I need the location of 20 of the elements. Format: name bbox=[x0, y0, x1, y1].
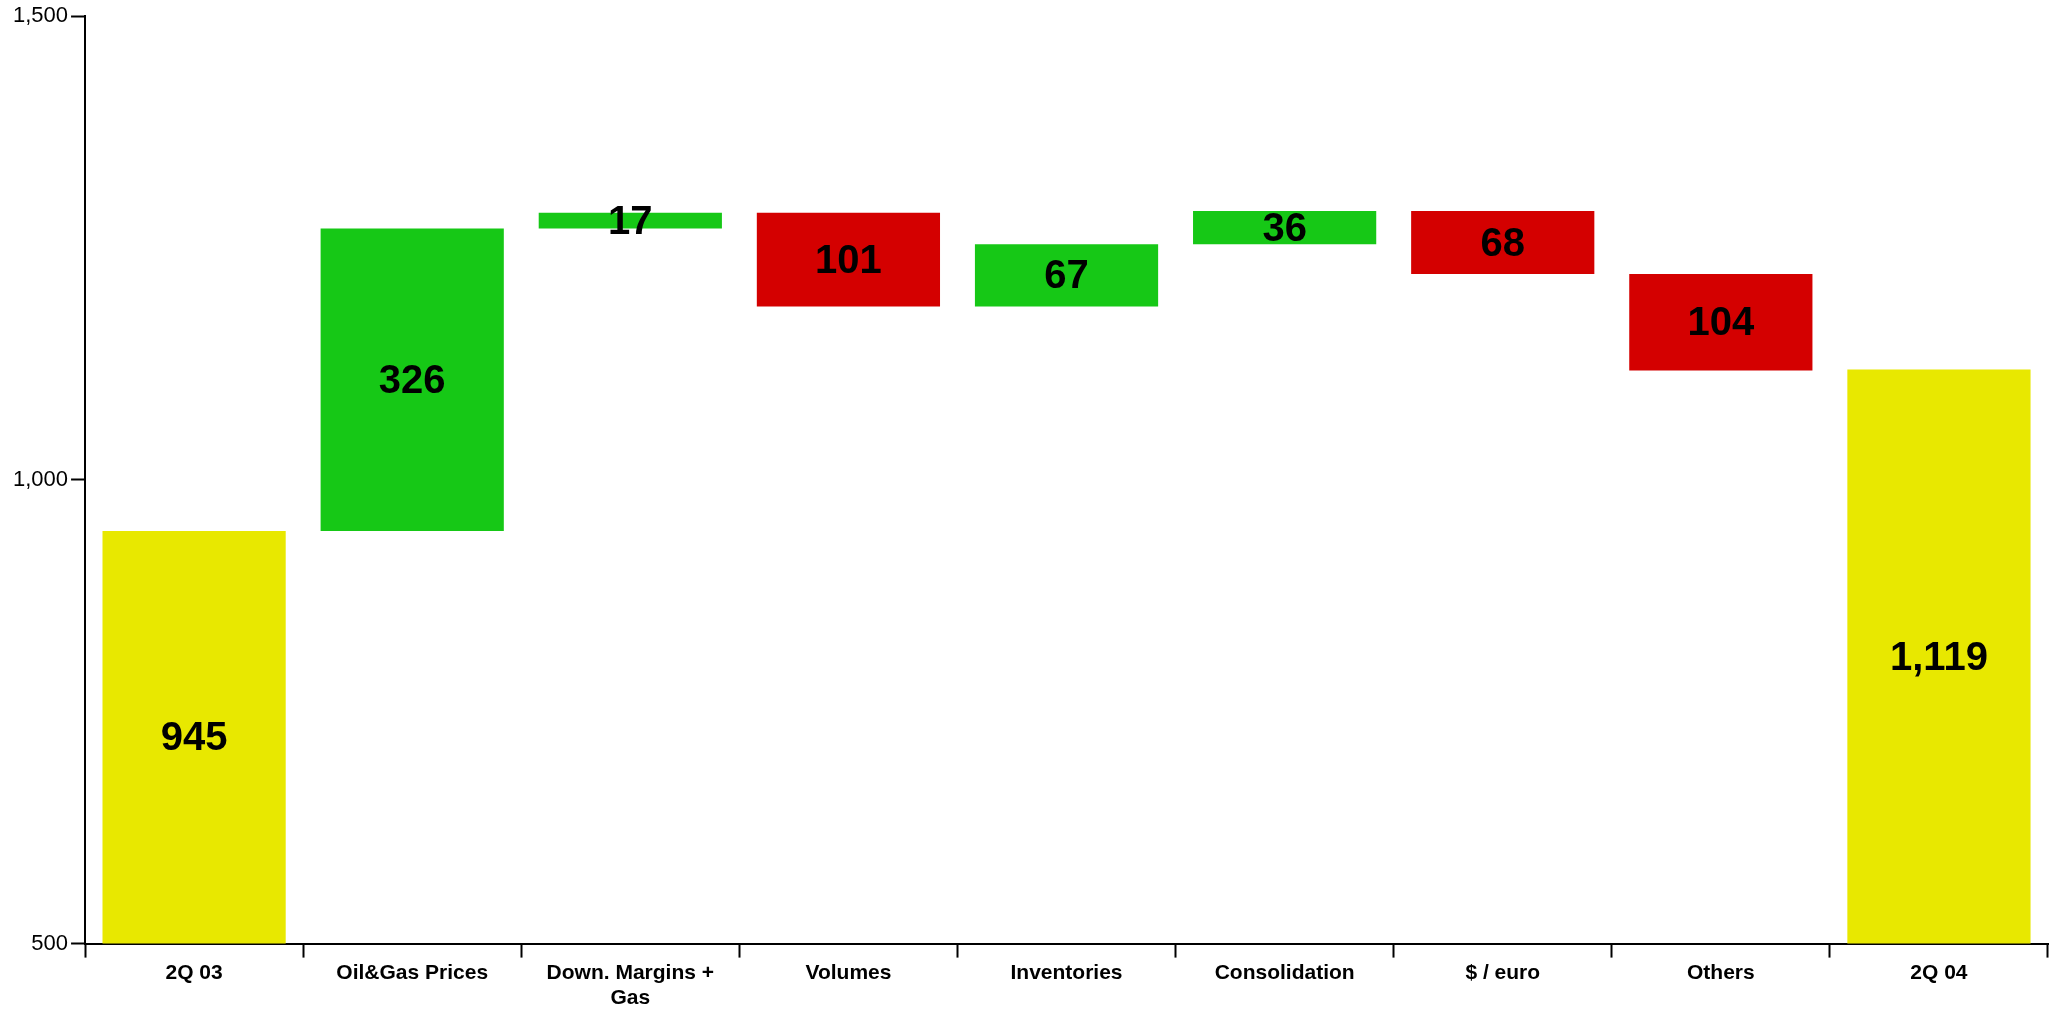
x-tick-label: Inventories bbox=[1010, 960, 1123, 983]
data-label: 326 bbox=[378, 356, 446, 401]
data-label: 67 bbox=[1044, 252, 1089, 297]
x-tick-label: Oil&Gas Prices bbox=[336, 960, 489, 983]
data-label: 945 bbox=[160, 714, 228, 759]
y-tick-label: 1,000 bbox=[12, 465, 69, 491]
data-label: 101 bbox=[815, 236, 882, 281]
y-tick-label: 1,500 bbox=[12, 2, 69, 28]
x-tick-label: 2Q 03 bbox=[165, 960, 223, 983]
data-label: 68 bbox=[1480, 219, 1525, 264]
data-label: 1,119 bbox=[1890, 633, 1988, 678]
x-tick-label: Others bbox=[1687, 960, 1755, 983]
y-tick-label: 500 bbox=[31, 929, 69, 955]
data-label: 36 bbox=[1262, 204, 1307, 249]
x-tick-label: Consolidation bbox=[1214, 960, 1355, 983]
x-tick-label: 2Q 04 bbox=[1910, 960, 1968, 983]
data-label: 104 bbox=[1687, 299, 1755, 344]
x-tick-label: Down. Margins + Gas bbox=[546, 960, 715, 1009]
x-tick-label: Volumes bbox=[805, 960, 892, 983]
x-tick-label: $ / euro bbox=[1465, 960, 1541, 983]
